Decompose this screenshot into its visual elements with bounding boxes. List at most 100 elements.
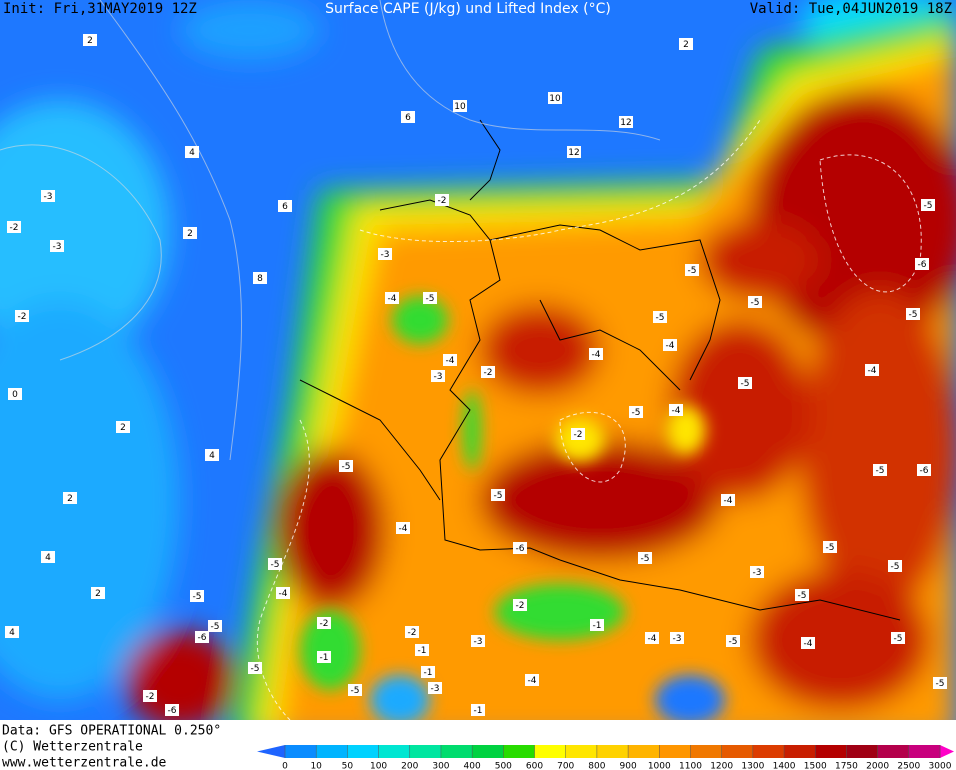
contour-label-text: 12 — [568, 148, 579, 158]
contour-label-box — [276, 587, 290, 599]
contour-label-box — [670, 632, 684, 644]
contour-label-box — [7, 221, 21, 233]
contour-label-box — [116, 421, 130, 433]
positive-contours — [0, 0, 661, 461]
contour-label-box — [653, 311, 667, 323]
website: www.wetterzentrale.de — [2, 756, 167, 770]
contour-label: 4 — [205, 449, 219, 461]
contour-label: 4 — [5, 626, 19, 638]
contour-label: 8 — [253, 272, 267, 284]
contour-label: -4 — [645, 632, 659, 644]
contour-label-box — [317, 651, 331, 663]
colorbar-swatch — [721, 745, 754, 758]
colorbar-label: 3000 — [929, 762, 952, 770]
contour-label: -2 — [405, 626, 419, 638]
contour-label: 4 — [185, 146, 199, 158]
contour-label: -5 — [823, 541, 837, 553]
contour-label-box — [548, 92, 562, 104]
contour-label-text: 6 — [282, 202, 288, 212]
colorbar-swatch — [877, 745, 910, 758]
contour-label-text: -5 — [641, 554, 650, 564]
contour-label-box — [738, 377, 752, 389]
contour-label: -3 — [431, 370, 445, 382]
contour-label-box — [685, 264, 699, 276]
cape-field — [0, 0, 956, 720]
contour-label: -5 — [629, 406, 643, 418]
contour-label: -5 — [726, 635, 740, 647]
contour-label-text: -5 — [798, 591, 807, 601]
contour-label-text: -4 — [666, 341, 675, 351]
contour-label: -2 — [317, 617, 331, 629]
colorbar-label: 600 — [526, 762, 543, 770]
contour-label-text: -4 — [446, 356, 455, 366]
contour-label-box — [589, 348, 603, 360]
contour-label-box — [645, 632, 659, 644]
contour-label: -4 — [443, 354, 457, 366]
colorbar-label: 800 — [588, 762, 605, 770]
contour-label-box — [183, 227, 197, 239]
contour-label-box — [748, 296, 762, 308]
contour-label-text: 4 — [189, 148, 195, 158]
contour-label: -5 — [891, 632, 905, 644]
contour-label-box — [8, 388, 22, 400]
contour-label-box — [629, 406, 643, 418]
contour-label: -2 — [15, 310, 29, 322]
colorbar-swatch — [628, 745, 660, 758]
contour-label-box — [405, 626, 419, 638]
contour-label: -6 — [917, 464, 931, 476]
contour-label-box — [679, 38, 693, 50]
contour-label-text: -5 — [751, 298, 760, 308]
contour-label-box — [253, 272, 267, 284]
colorbar-label: 1750 — [835, 762, 858, 770]
contour-label-box — [431, 370, 445, 382]
contour-label: -6 — [195, 631, 209, 643]
contour-label-box — [750, 566, 764, 578]
data-source: Data: GFS OPERATIONAL 0.250° — [2, 724, 221, 739]
contour-label-box — [41, 190, 55, 202]
init-time: Init: Fri,31MAY2019 12Z — [3, 1, 197, 17]
contour-label-box — [41, 551, 55, 563]
contour-label-text: -4 — [592, 350, 601, 360]
contour-label-box — [823, 541, 837, 553]
contour-label: 6 — [401, 111, 415, 123]
colorbar-over — [940, 745, 954, 758]
contour-label-text: -6 — [516, 544, 525, 554]
contour-label: 12 — [619, 116, 633, 128]
contour-label-box — [513, 542, 527, 554]
contour-label-text: -3 — [53, 242, 62, 252]
contour-label-text: -4 — [528, 676, 537, 686]
contour-label-text: 4 — [45, 553, 51, 563]
copyright: (C) Wetterzentrale — [2, 740, 143, 755]
contour-label: -5 — [748, 296, 762, 308]
contour-label-text: -3 — [673, 634, 682, 644]
contour-label-text: -5 — [251, 664, 260, 674]
colorbar-swatch — [285, 745, 317, 758]
contour-label: -6 — [165, 704, 179, 716]
contour-label-text: -5 — [688, 266, 697, 276]
contour-label: -5 — [339, 460, 353, 472]
contour-label-box — [339, 460, 353, 472]
colorbar-label: 1400 — [773, 762, 796, 770]
colorbar-label: 300 — [432, 762, 449, 770]
contour-label-text: 12 — [620, 118, 631, 128]
contour-label: -5 — [190, 590, 204, 602]
contour-label-text: 2 — [95, 589, 101, 599]
contour-label-text: -2 — [408, 628, 417, 638]
colorbar-swatch — [659, 745, 691, 758]
contour-label-text: -5 — [891, 562, 900, 572]
contour-label: -2 — [481, 366, 495, 378]
contour-label: 12 — [567, 146, 581, 158]
contour-label: 10 — [453, 100, 467, 112]
contour-label: -5 — [933, 677, 947, 689]
contour-label: -4 — [385, 292, 399, 304]
contour-label: -5 — [268, 558, 282, 570]
contour-label: -5 — [921, 199, 935, 211]
valid-time: Valid: Tue,04JUN2019 18Z — [750, 1, 952, 17]
contour-label-text: -2 — [484, 368, 493, 378]
contour-label-text: -1 — [474, 706, 483, 716]
contour-label-text: -1 — [320, 653, 329, 663]
contour-label-text: -3 — [753, 568, 762, 578]
contour-label: -4 — [525, 674, 539, 686]
